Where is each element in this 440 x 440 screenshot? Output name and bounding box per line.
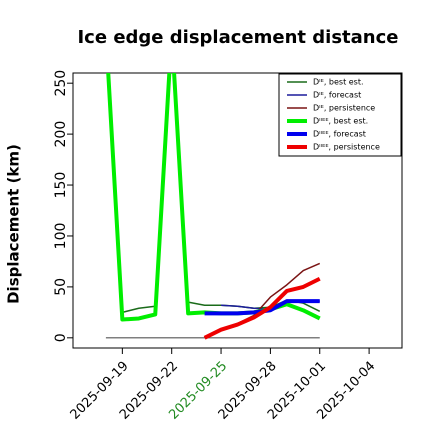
plot-frame — [72, 72, 403, 349]
legend-label: Dᴵᴵᴱᴱ, persistence — [313, 143, 380, 152]
plot-area — [105, 73, 321, 340]
y-tick-label: 50 — [53, 278, 69, 296]
legend-label: Dᴵᴱ, best est. — [313, 78, 364, 87]
y-tick-label: 200 — [53, 121, 69, 148]
series-line — [203, 276, 321, 340]
chart-title: Ice edge displacement distance — [77, 27, 398, 48]
legend-label: Dᴵᴱ, persistence — [313, 104, 375, 113]
y-axis-label: Displacement (km) — [5, 144, 23, 304]
legend-label: Dᴵᴵᴱᴱ, forecast — [313, 130, 366, 139]
y-tick-label: 250 — [53, 70, 69, 97]
y-tick-label: 0 — [53, 333, 69, 342]
legend-box — [278, 73, 402, 157]
legend-label: Dᴵᴱ, forecast — [313, 91, 361, 100]
legend-label: Dᴵᴵᴱᴱ, best est. — [313, 117, 368, 126]
y-tick-label: 100 — [53, 223, 69, 250]
y-tick-label: 150 — [53, 172, 69, 199]
